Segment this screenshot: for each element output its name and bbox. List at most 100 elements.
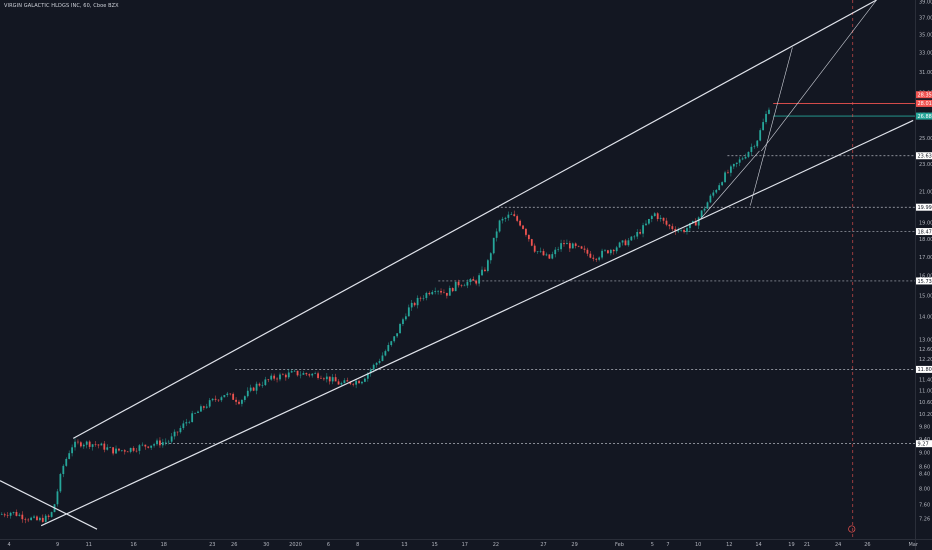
candle-body xyxy=(744,156,747,159)
candle-body xyxy=(604,250,606,251)
time-axis[interactable]: 4 9 11 16 18 23 26 30 2020 6 8 13 15 17 22 27 29 Feb 5 7 10 1… xyxy=(0,539,932,549)
candle-body xyxy=(284,374,287,378)
candle-body xyxy=(378,361,381,363)
candle-body xyxy=(214,398,217,400)
candle-body xyxy=(355,380,358,385)
candle-body xyxy=(536,251,539,252)
candle-body xyxy=(428,292,431,295)
price-tag-label: 9.27 xyxy=(918,441,929,447)
price-tick-label: 10.20 xyxy=(919,412,932,418)
candle-body xyxy=(202,406,205,408)
price-tag-label: 11.80 xyxy=(918,367,932,373)
price-tag: 11.80 xyxy=(916,365,932,373)
candle-body xyxy=(74,441,76,448)
candle-body xyxy=(689,223,691,229)
candle-body xyxy=(59,474,62,492)
time-tick-label: Mar xyxy=(908,542,918,548)
candle-body xyxy=(323,378,325,380)
candle-body xyxy=(126,451,129,453)
candle-body xyxy=(633,236,636,238)
candle-body xyxy=(238,401,240,404)
candle-body xyxy=(410,302,413,308)
candle-body xyxy=(387,345,390,352)
candle-body xyxy=(735,162,738,164)
candle-body xyxy=(583,248,586,250)
candle-body xyxy=(299,374,302,376)
candle-body xyxy=(191,413,194,423)
price-tick-label: 19.00 xyxy=(919,221,932,227)
candle-body xyxy=(153,444,155,446)
candle-body xyxy=(82,444,85,447)
candle-body xyxy=(425,292,428,298)
candle-body xyxy=(267,379,270,381)
candle-body xyxy=(88,441,91,447)
price-tag: 26.88 xyxy=(916,112,932,120)
candle-body xyxy=(56,491,59,505)
candle-body xyxy=(662,217,665,221)
candle-body xyxy=(249,387,252,391)
candle-body xyxy=(38,517,41,521)
candle-body xyxy=(3,514,6,516)
time-tick-label: 8 xyxy=(356,542,359,548)
price-tick-label: 9.40 xyxy=(919,437,930,443)
candle-body xyxy=(434,291,437,293)
candle-body xyxy=(413,302,416,306)
price-tick-label: 8.00 xyxy=(919,487,930,493)
price-tag-label: 28.01 xyxy=(918,101,932,107)
candle-body xyxy=(340,382,343,385)
time-tick-label: 21 xyxy=(804,542,810,548)
candle-body xyxy=(440,290,442,293)
candle-body xyxy=(650,216,653,219)
candle-body xyxy=(44,515,47,522)
candle-body xyxy=(404,316,407,320)
candle-body xyxy=(595,258,598,260)
time-tick-label: 10 xyxy=(695,542,701,548)
candle-body xyxy=(703,208,706,211)
candle-body xyxy=(241,399,243,404)
candle-body xyxy=(103,443,106,450)
candle-body xyxy=(607,250,609,254)
candle-body xyxy=(463,285,466,287)
candle-body xyxy=(533,245,536,252)
candle-body xyxy=(97,444,100,446)
trendline xyxy=(40,119,914,527)
price-tag: 28.01 xyxy=(916,99,932,107)
candle-body xyxy=(486,260,489,272)
price-tick-label: 25.00 xyxy=(919,136,932,142)
candle-body xyxy=(756,140,759,147)
candle-body xyxy=(683,230,685,232)
candle-body xyxy=(328,376,331,382)
price-tick-label: 9.80 xyxy=(919,424,930,430)
candle-body xyxy=(115,448,117,454)
candle-body xyxy=(118,448,120,451)
candle-body xyxy=(721,182,724,186)
candle-body xyxy=(164,441,167,443)
candle-body xyxy=(129,447,132,452)
candle-body xyxy=(437,290,440,292)
price-tick-label: 33.00 xyxy=(919,51,932,57)
candle-body xyxy=(243,396,246,400)
price-tick-label: 8.40 xyxy=(919,472,930,478)
candle-body xyxy=(645,223,647,226)
candle-body xyxy=(700,210,703,218)
candle-body xyxy=(680,230,683,231)
price-axis[interactable]: 39.0037.0035.0033.0031.0029.0027.0025.00… xyxy=(915,0,932,550)
candle-body xyxy=(79,442,82,447)
candle-body xyxy=(173,431,176,437)
candle-body xyxy=(402,319,404,325)
candle-body xyxy=(12,511,15,513)
time-tick-label: 19 xyxy=(788,542,794,548)
candle-body xyxy=(217,399,220,401)
time-tick-label: 15 xyxy=(431,542,437,548)
price-tick-label: 23.00 xyxy=(919,162,932,168)
candle-body xyxy=(522,225,524,229)
candle-body xyxy=(706,202,709,209)
candle-body xyxy=(91,444,94,447)
candle-body xyxy=(451,288,454,292)
candle-body xyxy=(77,441,79,443)
candle-body xyxy=(71,447,74,454)
candle-body xyxy=(422,297,425,299)
candle-body xyxy=(229,393,232,395)
candle-body xyxy=(65,458,68,466)
